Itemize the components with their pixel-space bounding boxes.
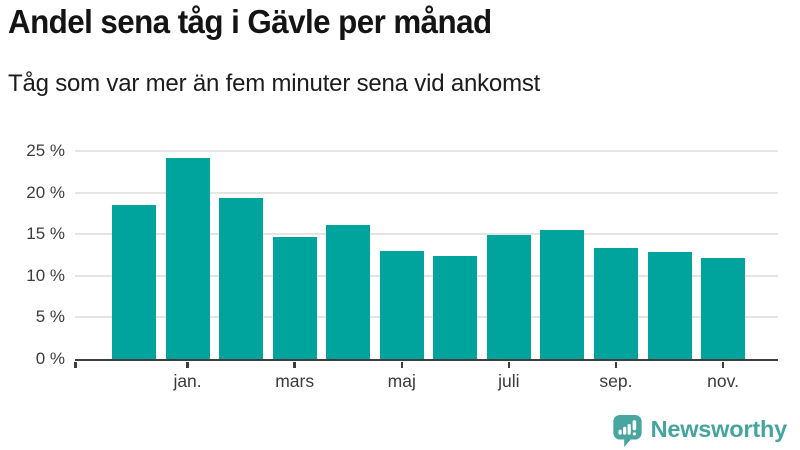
gridline-10 xyxy=(75,274,778,277)
bar-7 xyxy=(486,235,531,359)
gridline-20 xyxy=(75,191,778,194)
logo-bar-medium xyxy=(622,426,626,435)
logo-bubble-shape xyxy=(612,414,642,447)
bar-8 xyxy=(540,230,585,359)
y-axis-label-15: 15 % xyxy=(26,224,65,244)
logo-bar-small xyxy=(618,429,622,435)
bar-chart-plot: 0 % 5 % 10 % 15 % 20 % 25 % jan. mars maj juli sep… xyxy=(26,141,778,391)
bar-2 xyxy=(219,198,264,359)
newsworthy-logo-text: Newsworthy xyxy=(650,415,788,442)
gridline-5 xyxy=(75,316,778,319)
bar-6 xyxy=(433,255,478,359)
bar-1 xyxy=(165,157,210,359)
logo-exclamation-dot xyxy=(632,432,636,436)
x-axis-label-maj: maj xyxy=(387,371,416,391)
x-axis-label-mars: mars xyxy=(275,371,315,391)
bar-5 xyxy=(379,250,424,359)
y-axis-label-0: 0 % xyxy=(35,349,65,368)
x-axis-label-juli: juli xyxy=(498,371,520,391)
chart-title: Andel sena tåg i Gävle per månad xyxy=(8,3,492,40)
y-axis-label-25: 25 % xyxy=(26,141,65,160)
bar-4 xyxy=(326,225,371,359)
x-axis-tick-sep xyxy=(614,361,618,368)
newsworthy-logo: Newsworthy xyxy=(612,414,787,448)
gridline-25 xyxy=(75,150,778,152)
bar-10 xyxy=(647,251,692,359)
x-axis-tick-juli xyxy=(507,361,511,368)
bar-9 xyxy=(593,248,638,359)
y-axis-label-5: 5 % xyxy=(35,307,65,327)
logo-bar-large xyxy=(627,423,631,435)
logo-exclamation-bar xyxy=(632,420,636,431)
x-axis-tick-maj xyxy=(400,361,403,368)
chart-subtitle: Tåg som var mer än fem minuter sena vid … xyxy=(8,70,541,97)
x-axis-tick-nov xyxy=(721,361,725,368)
bar-0 xyxy=(112,205,156,359)
x-axis-label-sep: sep. xyxy=(599,371,633,391)
y-axis-label-10: 10 % xyxy=(26,265,65,285)
x-axis-tick-jan xyxy=(186,361,189,368)
x-axis-tick-mars xyxy=(293,361,296,368)
x-axis-label-nov: nov. xyxy=(707,371,739,391)
bar-11 xyxy=(701,258,746,359)
newsworthy-logo-icon xyxy=(612,414,642,447)
x-axis-label-jan: jan. xyxy=(173,371,202,391)
axis-origin-tick xyxy=(74,361,77,368)
y-axis-label-20: 20 % xyxy=(26,182,65,202)
bar-3 xyxy=(272,236,317,359)
gridline-15 xyxy=(75,233,778,236)
